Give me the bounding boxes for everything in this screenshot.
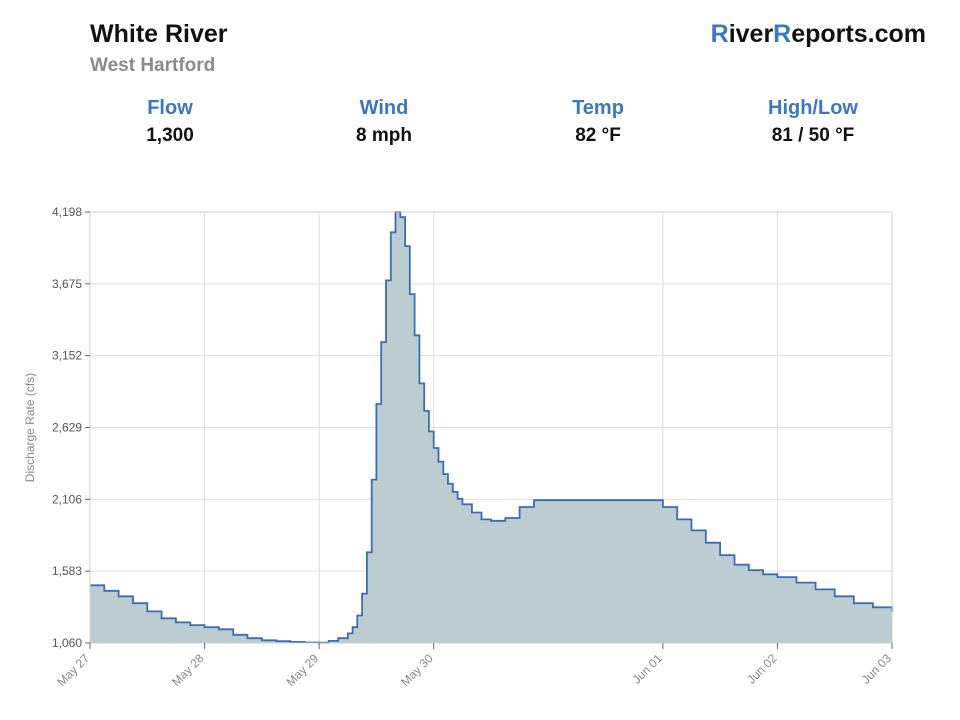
stat-temp-value: 82 °F — [575, 125, 621, 146]
x-tick-label: May 30 — [398, 651, 436, 689]
y-axis: 1,060 1,583 2,106 2,629 3,152 3,675 4,198 — [52, 205, 90, 650]
stat-flow: Flow 1,300 — [80, 96, 260, 148]
x-tick-label: Jun 01 — [630, 651, 666, 687]
river-title: White River — [90, 20, 228, 48]
stat-flow-value: 1,300 — [146, 125, 194, 146]
y-axis-label: Discharge Rate (cfs) — [23, 373, 37, 482]
y-tick-label: 2,629 — [52, 421, 82, 435]
x-tick-label: May 29 — [284, 651, 322, 689]
y-tick-label: 3,675 — [52, 277, 82, 291]
brand-r2: R — [773, 20, 792, 48]
stat-highlow: High/Low 81 / 50 °F — [723, 96, 903, 148]
y-tick-label: 3,152 — [52, 349, 82, 363]
x-tick-label: Jun 03 — [859, 651, 895, 687]
brand-iver: iver — [728, 20, 774, 48]
stat-highlow-value: 81 / 50 °F — [771, 125, 855, 146]
brand-eports: eports.com — [791, 20, 926, 48]
brand-logo[interactable]: RiverReports.com — [711, 20, 926, 49]
discharge-area — [90, 212, 892, 643]
stat-wind-value: 8 mph — [356, 125, 412, 146]
location-subtitle: West Hartford — [90, 55, 216, 76]
brand-r1: R — [710, 20, 729, 48]
stat-wind: Wind 8 mph — [294, 96, 474, 148]
x-tick-label: May 28 — [169, 651, 207, 689]
stat-temp: Temp 82 °F — [508, 96, 688, 148]
stat-highlow-label: High/Low — [768, 97, 858, 119]
stat-wind-label: Wind — [359, 97, 409, 119]
x-tick-label: Jun 02 — [744, 651, 780, 687]
y-tick-label: 4,198 — [52, 205, 82, 219]
y-tick-label: 2,106 — [52, 492, 82, 506]
x-axis: May 27 May 28 May 29 May 30 Jun 01 Jun 02 Jun … — [54, 643, 894, 689]
x-tick-label: May 27 — [54, 651, 92, 689]
y-tick-label: 1,060 — [52, 636, 82, 650]
stat-flow-label: Flow — [147, 97, 193, 119]
stat-temp-label: Temp — [572, 97, 624, 119]
y-tick-label: 1,583 — [52, 564, 82, 578]
discharge-line — [90, 211, 893, 644]
